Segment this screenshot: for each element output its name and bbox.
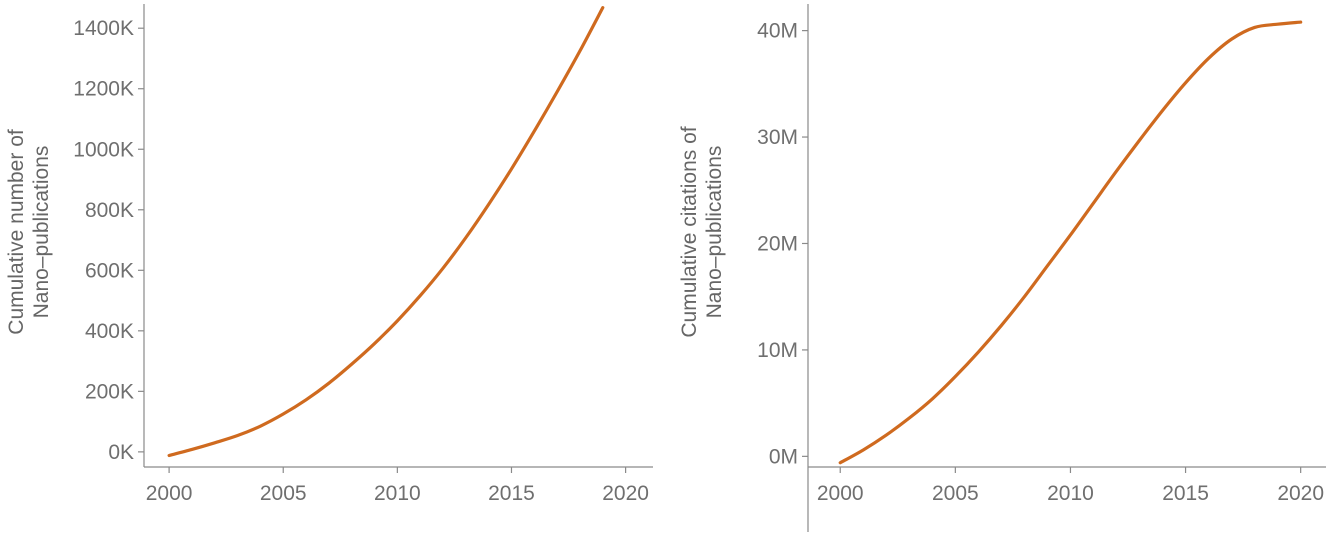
publications-x-tick-2005: 2005 xyxy=(260,467,307,505)
publications-y-tick-600k: 600K xyxy=(85,259,144,282)
citations-y-tick-10m: 10M xyxy=(757,339,808,362)
publications-x-tick-label-2020: 2020 xyxy=(602,482,649,505)
citations-y-tick-label-10m: 10M xyxy=(757,339,798,362)
citations-x-tick-label-2010: 2010 xyxy=(1047,482,1094,505)
publications-y-tick-label-0k: 0K xyxy=(108,441,134,464)
citations-x-tick-2015: 2015 xyxy=(1162,467,1209,505)
publications-x-tick-label-2015: 2015 xyxy=(488,482,535,505)
citations-y-tick-label-0m: 0M xyxy=(769,445,798,468)
publications-x-tick-2000: 2000 xyxy=(146,467,193,505)
publications-x-ticks: 2000 2005 2010 2015 2020 xyxy=(146,467,649,505)
publications-y-tick-label-1200k: 1200K xyxy=(73,78,134,101)
publications-y-axis-title: Cumulative number of Nano–publications xyxy=(5,129,53,335)
publications-y-tick-200k: 200K xyxy=(85,380,144,403)
publications-x-tick-2010: 2010 xyxy=(374,467,421,505)
citations-x-tick-label-2000: 2000 xyxy=(817,482,864,505)
publications-y-tick-label-800k: 800K xyxy=(85,199,134,222)
citations-x-tick-label-2020: 2020 xyxy=(1277,482,1324,505)
publications-y-axis-title-line-2: Nano–publications xyxy=(30,146,53,319)
publications-y-tick-label-200k: 200K xyxy=(85,380,134,403)
publications-x-tick-label-2010: 2010 xyxy=(374,482,421,505)
publications-x-tick-2020: 2020 xyxy=(602,467,649,505)
citations-y-tick-label-20m: 20M xyxy=(757,232,798,255)
publications-x-tick-2015: 2015 xyxy=(488,467,535,505)
publications-y-tick-label-1000k: 1000K xyxy=(73,138,134,161)
publications-y-tick-800k: 800K xyxy=(85,199,144,222)
citations-y-ticks: 0M 10M 20M 30M 40M xyxy=(757,20,808,468)
citations-y-axis-title-line-2: Nano–publications xyxy=(703,146,726,319)
citations-y-tick-label-30m: 30M xyxy=(757,126,798,149)
citations-y-tick-20m: 20M xyxy=(757,232,808,255)
publications-y-ticks: 0K 200K 400K 600K 800K 1000K xyxy=(73,17,144,464)
citations-series-line xyxy=(838,20,1303,465)
citations-x-tick-2010: 2010 xyxy=(1047,467,1094,505)
publications-y-axis-title-line-1: Cumulative number of xyxy=(5,129,28,335)
publications-y-tick-1400k: 1400K xyxy=(73,17,144,40)
citations-y-axis-title-line-1: Cumulative citations of xyxy=(678,126,701,337)
publications-y-tick-1000k: 1000K xyxy=(73,138,144,161)
publications-y-tick-label-400k: 400K xyxy=(85,320,134,343)
citations-x-tick-2005: 2005 xyxy=(932,467,979,505)
citations-y-axis-title: Cumulative citations of Nano–publication… xyxy=(678,126,726,337)
citations-y-tick-40m: 40M xyxy=(757,20,808,43)
citations-y-tick-30m: 30M xyxy=(757,126,808,149)
publications-series-line xyxy=(167,6,605,458)
citations-x-tick-2020: 2020 xyxy=(1277,467,1324,505)
publications-y-tick-label-600k: 600K xyxy=(85,259,134,282)
publications-y-tick-label-1400k: 1400K xyxy=(73,17,134,40)
citations-x-tick-label-2005: 2005 xyxy=(932,482,979,505)
publications-x-tick-label-2000: 2000 xyxy=(146,482,193,505)
citations-chart: Cumulative citations of Nano–publication… xyxy=(678,4,1326,532)
citations-x-ticks: 2000 2005 2010 2015 2020 xyxy=(817,467,1324,505)
publications-y-tick-400k: 400K xyxy=(85,320,144,343)
citations-y-tick-0m: 0M xyxy=(769,445,808,468)
publications-x-tick-label-2005: 2005 xyxy=(260,482,307,505)
publications-chart: Cumulative number of Nano–publications 0… xyxy=(5,4,653,505)
publications-y-tick-0k: 0K xyxy=(108,441,144,464)
publications-y-tick-1200k: 1200K xyxy=(73,78,144,101)
citations-x-tick-label-2015: 2015 xyxy=(1162,482,1209,505)
citations-y-tick-label-40m: 40M xyxy=(757,20,798,43)
citations-x-tick-2000: 2000 xyxy=(817,467,864,505)
